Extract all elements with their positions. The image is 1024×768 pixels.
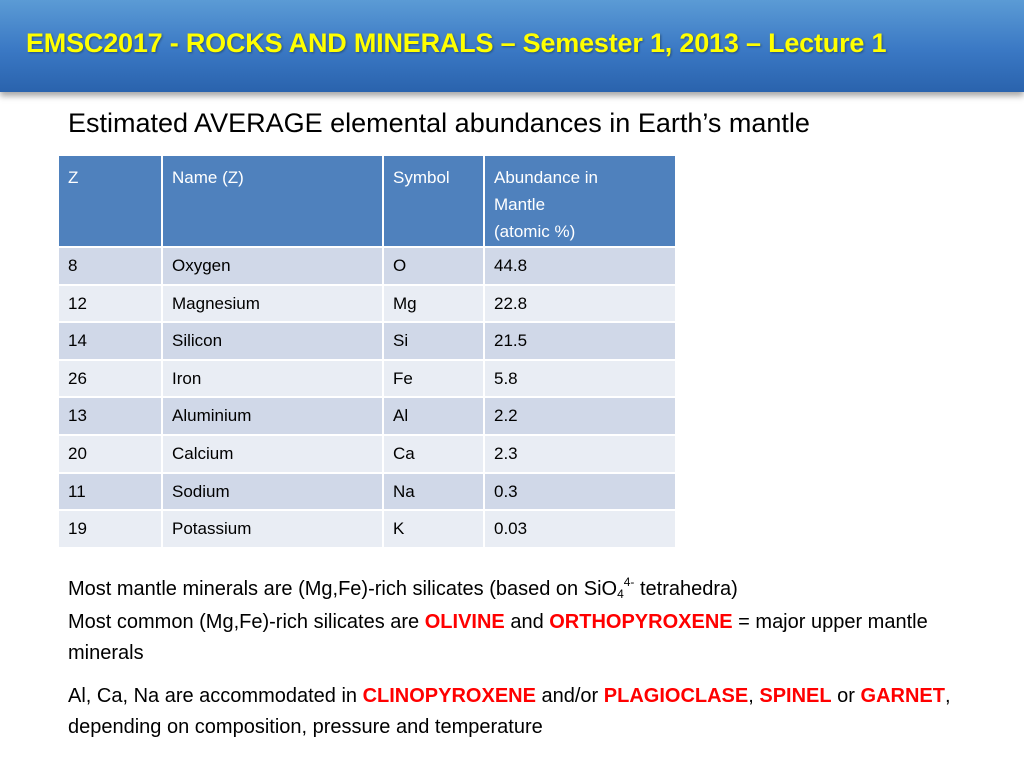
p2-text-1: Most common (Mg,Fe)-rich silicates are (68, 611, 425, 633)
table-row: 11 Sodium Na 0.3 (57, 471, 677, 512)
highlight-clinopyroxene: CLINOPYROXENE (362, 685, 536, 707)
cell-z: 8 (57, 246, 163, 286)
cell-z: 12 (57, 283, 163, 324)
table-row: 14 Silicon Si 21.5 (57, 321, 677, 361)
p3-text-2: and/or (535, 685, 604, 707)
title-bar: EMSC2017 - ROCKS AND MINERALS – Semester… (0, 0, 1024, 92)
cell-abundance: 0.3 (483, 471, 677, 512)
header-abundance: Abundance in Mantle (atomic %) (483, 154, 677, 248)
slide-title: EMSC2017 - ROCKS AND MINERALS – Semester… (26, 28, 887, 58)
table-row: 12 Magnesium Mg 22.8 (57, 283, 677, 324)
header-abundance-line2: Mantle (494, 195, 546, 214)
table-row: 19 Potassium K 0.03 (57, 509, 677, 549)
cell-name: Silicon (161, 321, 384, 361)
table-row: 13 Aluminium Al 2.2 (57, 396, 677, 436)
cell-symbol: Na (382, 471, 485, 512)
p3-text-1: Al, Ca, Na are accommodated in (68, 685, 363, 707)
p3-text-4: or (831, 685, 861, 707)
header-symbol: Symbol (382, 154, 485, 248)
cell-abundance: 5.8 (483, 358, 677, 399)
cell-symbol: Al (382, 396, 485, 436)
cell-name: Aluminium (161, 396, 384, 436)
cell-name: Calcium (161, 433, 384, 474)
cell-abundance: 22.8 (483, 283, 677, 324)
cell-symbol: Mg (382, 283, 485, 324)
p2-text-3: = major upper mantle minerals (68, 611, 928, 664)
p1-text-after: tetrahedra) (634, 578, 738, 600)
cell-z: 11 (57, 471, 163, 512)
table-row: 26 Iron Fe 5.8 (57, 358, 677, 399)
highlight-spinel: SPINEL (759, 685, 832, 707)
table-header-row: Z Name (Z) Symbol Abundance in Mantle (a… (57, 154, 677, 248)
cell-z: 13 (57, 396, 163, 436)
cell-abundance: 2.2 (483, 396, 677, 436)
highlight-olivine: OLIVINE (424, 611, 505, 633)
cell-z: 19 (57, 509, 163, 549)
cell-name: Potassium (161, 509, 384, 549)
table-row: 20 Calcium Ca 2.3 (57, 433, 677, 474)
p1-text-before: Most mantle minerals are (Mg,Fe)-rich si… (68, 578, 618, 600)
cell-abundance: 44.8 (483, 246, 677, 286)
cell-symbol: O (382, 246, 485, 286)
paragraph-silicates: Most mantle minerals are (Mg,Fe)-rich si… (68, 567, 988, 610)
cell-symbol: Fe (382, 358, 485, 399)
header-name: Name (Z) (161, 154, 384, 248)
p1-subscript: 4 (617, 587, 624, 601)
header-abundance-line1: Abundance in (494, 168, 598, 187)
cell-symbol: Si (382, 321, 485, 361)
p3-text-5: , depending on composition, pressure and… (68, 685, 951, 738)
abundance-table: Z Name (Z) Symbol Abundance in Mantle (a… (57, 154, 677, 549)
cell-z: 26 (57, 358, 163, 399)
cell-name: Magnesium (161, 283, 384, 324)
cell-abundance: 2.3 (483, 433, 677, 474)
slide-subtitle: Estimated AVERAGE elemental abundances i… (68, 108, 810, 138)
cell-symbol: K (382, 509, 485, 549)
cell-abundance: 21.5 (483, 321, 677, 361)
p2-text-2: and (504, 611, 550, 633)
cell-z: 20 (57, 433, 163, 474)
cell-name: Oxygen (161, 246, 384, 286)
highlight-garnet: GARNET (860, 685, 945, 707)
cell-name: Iron (161, 358, 384, 399)
cell-z: 14 (57, 321, 163, 361)
paragraph-accommodation: Al, Ca, Na are accommodated in CLINOPYRO… (68, 681, 988, 743)
cell-symbol: Ca (382, 433, 485, 474)
cell-abundance: 0.03 (483, 509, 677, 549)
header-abundance-line3: (atomic %) (494, 222, 576, 241)
highlight-orthopyroxene: ORTHOPYROXENE (549, 611, 733, 633)
p3-text-3: , (748, 685, 760, 707)
highlight-plagioclase: PLAGIOCLASE (603, 685, 749, 707)
cell-name: Sodium (161, 471, 384, 512)
p1-superscript: 4- (623, 575, 635, 589)
paragraph-common-silicates: Most common (Mg,Fe)-rich silicates are O… (68, 607, 988, 669)
header-z: Z (57, 154, 163, 248)
table-row: 8 Oxygen O 44.8 (57, 246, 677, 286)
